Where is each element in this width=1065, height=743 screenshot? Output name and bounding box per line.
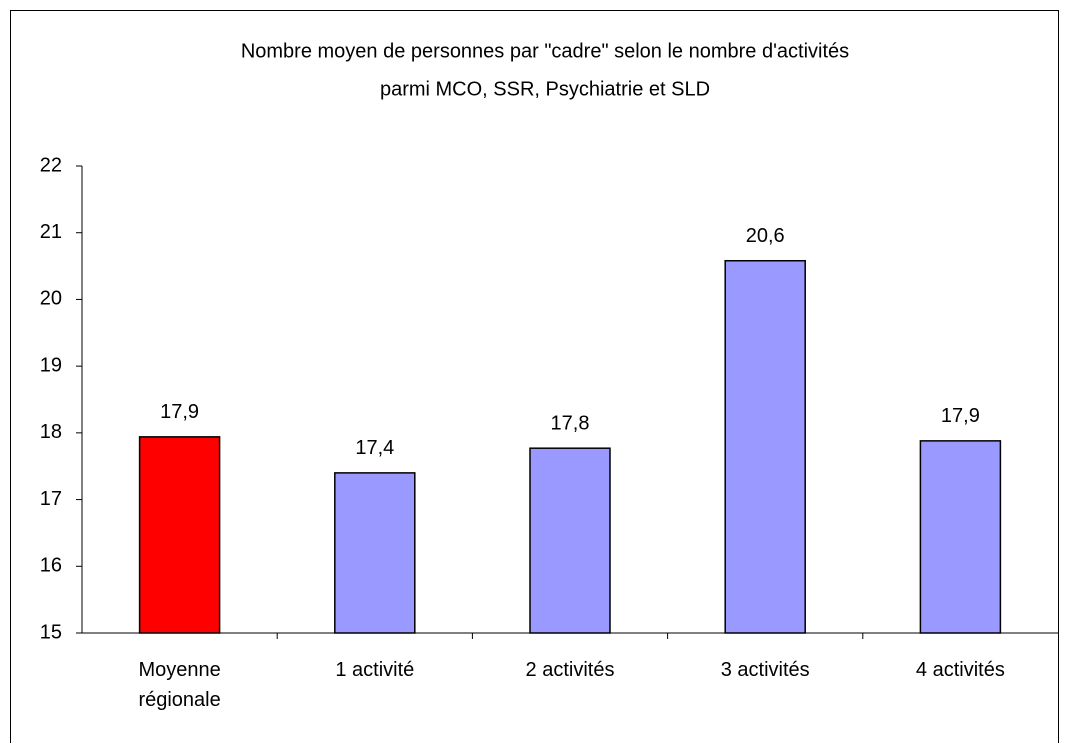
value-label: 17,9: [160, 401, 199, 423]
y-tick-label: 16: [40, 555, 62, 577]
bar: [334, 472, 416, 634]
value-label: 17,9: [941, 405, 980, 427]
y-tick-label: 22: [40, 154, 62, 176]
bar: [529, 447, 611, 634]
y-tick-label: 17: [40, 488, 62, 510]
y-tick-label: 15: [40, 621, 62, 643]
bar: [138, 436, 221, 634]
y-tick-label: 19: [40, 354, 62, 376]
x-tick-label: Moyenne régionale: [138, 659, 221, 711]
y-tick-label: 20: [40, 288, 62, 310]
x-tick-label: 1 activité: [335, 659, 415, 681]
value-label: 17,8: [551, 412, 590, 434]
chart-title: parmi MCO, SSR, Psychiatrie et SLD: [380, 78, 710, 100]
value-label: 17,4: [355, 437, 394, 459]
bar: [919, 440, 1002, 634]
value-label: 20,6: [746, 225, 785, 247]
x-tick-label: 2 activités: [525, 659, 615, 681]
chart-border: [10, 10, 1059, 743]
y-tick-label: 21: [40, 221, 62, 243]
chart-title: Nombre moyen de personnes par "cadre" se…: [241, 40, 849, 62]
y-tick-label: 18: [40, 421, 62, 443]
bar: [724, 259, 806, 634]
x-tick-label: 3 activités: [720, 659, 810, 681]
x-tick-label: 4 activités: [915, 659, 1005, 681]
